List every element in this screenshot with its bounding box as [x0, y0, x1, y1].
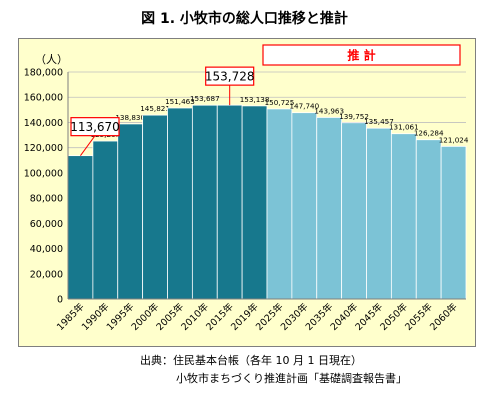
y-tick-label: 0	[57, 295, 63, 306]
data-label: 138,830	[115, 113, 145, 122]
x-tick-label: 2060年	[427, 300, 460, 333]
source-line-2: 小牧市まちづくり推進計画「基礎調査報告書」	[176, 372, 407, 385]
data-label: 139,752	[339, 112, 369, 121]
data-label: 143,963	[314, 106, 344, 115]
data-label: 121,024	[439, 135, 469, 144]
bar	[341, 122, 367, 300]
y-tick-label: 80,000	[30, 194, 63, 205]
data-label: 150,725	[265, 98, 295, 107]
bar	[216, 104, 243, 300]
y-axis-label: （人）	[35, 53, 68, 66]
y-tick-label: 140,000	[24, 118, 63, 129]
y-tick-label: 160,000	[24, 93, 63, 104]
bar	[117, 123, 144, 300]
bar	[266, 108, 293, 300]
figure-title: 図 1. 小牧市の総人口推移と推計	[141, 11, 348, 27]
bar	[67, 155, 94, 300]
bar	[390, 133, 417, 300]
callout-box	[205, 66, 255, 86]
y-tick-label: 100,000	[24, 168, 63, 179]
bar	[316, 117, 343, 300]
data-label: 126,284	[414, 129, 444, 138]
callout-value: 113,670	[70, 120, 120, 134]
callout-box	[70, 117, 120, 137]
data-label: 147,740	[289, 102, 319, 111]
data-label: 151,463	[165, 97, 195, 106]
data-label: 131,061	[389, 123, 419, 132]
bar	[440, 145, 467, 300]
y-tick-label: 180,000	[24, 68, 63, 79]
bar	[366, 127, 392, 300]
projection-label: 推 計	[347, 48, 375, 63]
bar	[92, 140, 119, 300]
callout-leader	[80, 135, 96, 156]
bar	[191, 104, 218, 300]
projection-label-box	[262, 44, 461, 66]
y-tick-label: 60,000	[30, 219, 63, 230]
population-bar-chart: 0 20,000 40,000 60,000 80,000 100,000 120,000 1…	[24, 44, 469, 333]
bar	[142, 114, 168, 300]
y-tick-label: 40,000	[30, 244, 63, 255]
data-label: 153,687	[190, 94, 220, 103]
bar	[167, 107, 193, 300]
data-label: 153,138	[240, 95, 270, 104]
bar	[291, 112, 318, 300]
y-tick-label: 120,000	[24, 143, 63, 154]
y-tick-label: 20,000	[30, 269, 63, 280]
bar	[415, 139, 442, 300]
data-label: 145,821	[140, 104, 170, 113]
chart-area: 0 20,000 40,000 60,000 80,000 100,000 120,000 1…	[18, 38, 476, 347]
source-line-1: 出典：住民基本台帳（各年 10 月 1 日現在）	[140, 354, 362, 367]
data-label: 135,457	[364, 117, 394, 126]
callout-value: 153,728	[205, 70, 255, 84]
bar	[241, 105, 268, 300]
